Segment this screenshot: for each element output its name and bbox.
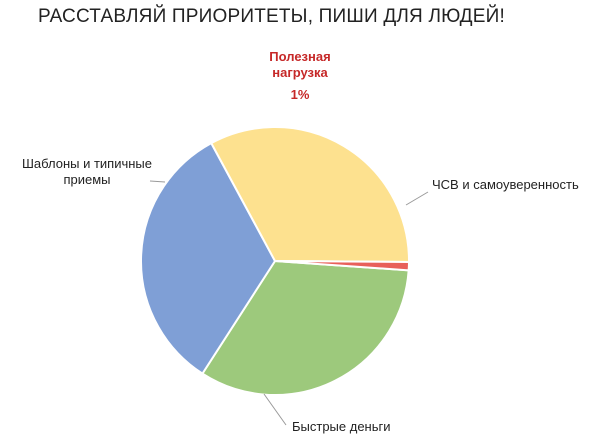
slice-label-useful-load: Полезная нагрузка (269, 49, 330, 80)
slice-value-label-useful-load: 1% (291, 87, 310, 102)
slice-label-fast-money: Быстрые деньги (292, 419, 391, 434)
leader-line-templates (149, 180, 166, 183)
slice-label-chsv: ЧСВ и самоуверенность (432, 177, 579, 192)
chart-title: РАССТАВЛЯЙ ПРИОРИТЕТЫ, ПИШИ ДЛЯ ЛЮДЕЙ! (38, 6, 505, 27)
leader-line-chsv (405, 191, 429, 206)
leader-line-fast-money (263, 393, 287, 426)
slice-label-templates: Шаблоны и типичные приемы (22, 156, 152, 187)
pie-slice-useful-load (274, 260, 411, 272)
pie-slice-templates (209, 126, 411, 263)
